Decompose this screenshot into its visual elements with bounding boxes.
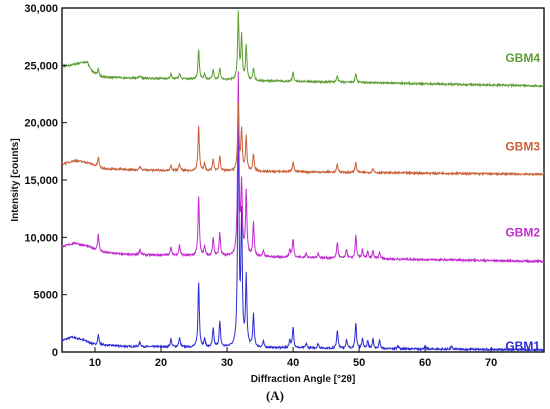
series-line-gbm1 xyxy=(61,107,545,353)
series-labels: GBM1 GBM2 GBM3 GBM4 xyxy=(505,51,540,353)
x-tick-label: 20 xyxy=(155,357,167,369)
x-tick-label: 70 xyxy=(485,357,497,369)
y-tick-label: 0 xyxy=(52,347,58,359)
y-axis-title: Intensity [counts] xyxy=(10,138,21,221)
y-tick-label: 20,000 xyxy=(24,118,58,130)
x-axis-title: Diffraction Angle [°2θ] xyxy=(251,374,356,385)
x-tick-label: 10 xyxy=(89,357,101,369)
x-tick-label: 60 xyxy=(419,357,431,369)
y-tick-label: 10,000 xyxy=(24,232,58,244)
plot-frame xyxy=(61,7,545,353)
x-axis-ticks: 10 20 30 40 50 60 70 xyxy=(89,347,497,369)
y-tick-label: 30,000 xyxy=(24,3,58,15)
plot-area: 10 20 30 40 50 60 70 0 5000 10,000 15,000 20,000 25… xyxy=(24,3,545,369)
y-tick-label: 25,000 xyxy=(24,60,58,72)
y-tick-label: 5000 xyxy=(34,290,58,302)
x-tick-label: 50 xyxy=(353,357,365,369)
series-label-gbm4: GBM4 xyxy=(505,51,540,65)
y-tick-label: 15,000 xyxy=(24,175,58,187)
y-axis-ticks: 0 5000 10,000 15,000 20,000 25,000 30,000 xyxy=(24,3,67,359)
series-line-gbm4 xyxy=(62,10,545,89)
series-line-gbm2 xyxy=(61,71,545,264)
series-line-gbm3 xyxy=(61,102,545,177)
series-layer xyxy=(61,10,545,353)
x-tick-label: 30 xyxy=(221,357,233,369)
series-label-gbm1: GBM1 xyxy=(505,339,540,353)
series-label-gbm2: GBM2 xyxy=(505,225,540,239)
series-label-gbm3: GBM3 xyxy=(505,139,540,153)
x-tick-label: 40 xyxy=(287,357,299,369)
panel-label: (A) xyxy=(265,388,285,403)
